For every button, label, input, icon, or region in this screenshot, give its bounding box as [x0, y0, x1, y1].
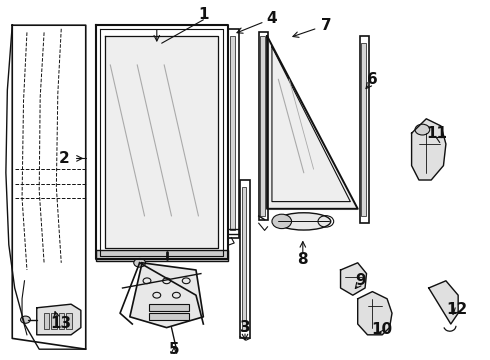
Text: 8: 8	[297, 252, 308, 267]
Text: 9: 9	[355, 273, 366, 288]
Text: 4: 4	[267, 10, 277, 26]
Bar	[59, 313, 64, 329]
Text: 7: 7	[320, 18, 331, 33]
Bar	[51, 313, 57, 329]
Text: 5: 5	[169, 342, 179, 357]
Bar	[360, 36, 369, 223]
Text: 11: 11	[427, 126, 447, 141]
Circle shape	[415, 124, 430, 135]
Circle shape	[272, 214, 292, 229]
Polygon shape	[412, 119, 446, 180]
Polygon shape	[105, 36, 218, 248]
Bar	[44, 313, 49, 329]
Circle shape	[21, 316, 30, 323]
Polygon shape	[358, 292, 392, 335]
Polygon shape	[37, 304, 81, 335]
Text: 1: 1	[198, 7, 209, 22]
Text: 3: 3	[240, 320, 250, 335]
Bar	[230, 36, 235, 230]
Polygon shape	[267, 36, 358, 209]
Polygon shape	[130, 263, 203, 328]
Bar	[96, 250, 228, 261]
Polygon shape	[429, 281, 458, 324]
Text: 10: 10	[371, 322, 393, 337]
Polygon shape	[341, 263, 367, 295]
Bar	[361, 43, 366, 216]
Bar	[149, 313, 189, 320]
Ellipse shape	[277, 213, 331, 230]
Bar	[242, 187, 246, 331]
Bar	[228, 29, 239, 238]
Text: 12: 12	[446, 302, 467, 317]
Text: 6: 6	[367, 72, 378, 87]
Bar	[259, 32, 268, 220]
Circle shape	[134, 258, 146, 267]
Bar	[240, 180, 250, 338]
Text: 2: 2	[58, 151, 69, 166]
Bar	[66, 313, 72, 329]
Text: 13: 13	[50, 316, 72, 332]
Bar	[260, 36, 265, 216]
Bar	[149, 304, 189, 311]
